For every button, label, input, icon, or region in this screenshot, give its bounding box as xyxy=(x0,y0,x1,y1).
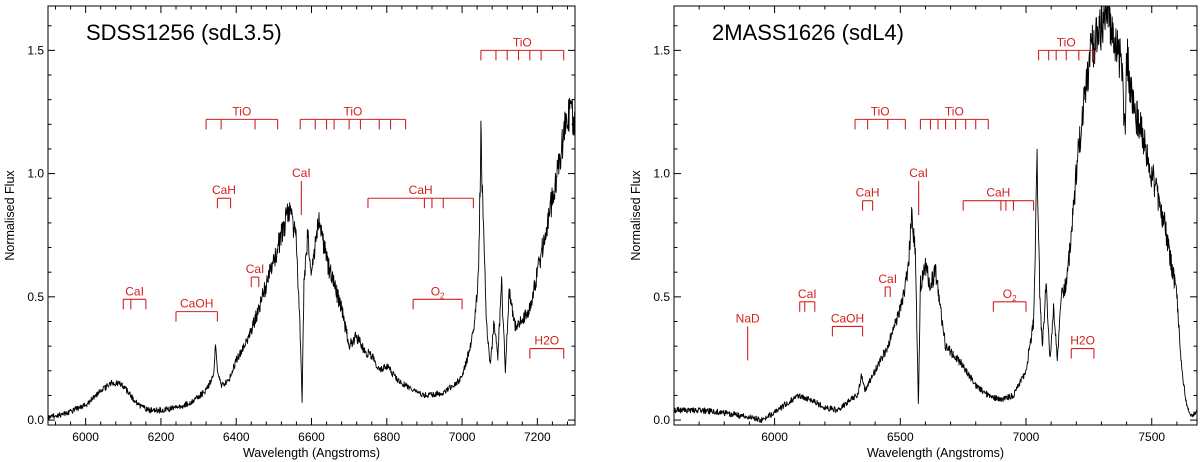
feature-marker: CaI xyxy=(292,166,311,215)
x-tick-label: 6600 xyxy=(298,430,325,444)
feature-marker: O2 xyxy=(412,284,463,310)
x-tick-label: 7000 xyxy=(1013,430,1040,444)
panel-sdss1256: SDSS1256 (sdL3.5) Wavelength (Angstroms)… xyxy=(3,5,576,460)
x-tick-label: 7200 xyxy=(524,430,551,444)
feature-label: CaI xyxy=(292,166,311,180)
feature-label: CaH xyxy=(856,186,880,200)
feature-marker: TiO xyxy=(854,104,906,130)
feature-label: O2 xyxy=(1003,287,1017,303)
x-tick-label: 6800 xyxy=(373,430,400,444)
feature-marker: CaI xyxy=(122,284,147,310)
feature-label: H2O xyxy=(1070,334,1095,348)
feature-marker: CaI xyxy=(798,287,817,312)
plot-frame xyxy=(673,5,1198,426)
feature-label: CaOH xyxy=(180,297,213,311)
feature-label: CaI xyxy=(878,272,897,286)
x-tick-label: 6500 xyxy=(887,430,914,444)
x-axis-label: Wavelength (Angstroms) xyxy=(243,446,380,460)
feature-label: CaH xyxy=(212,183,236,197)
feature-label: TiO xyxy=(945,104,964,118)
panel-title: SDSS1256 (sdL3.5) xyxy=(86,20,282,45)
feature-label: NaD xyxy=(736,311,760,325)
feature-marker: CaH xyxy=(856,186,880,211)
feature-marker: CaH xyxy=(367,183,474,209)
feature-marker: NaD xyxy=(736,311,760,361)
feature-marker: TiO xyxy=(919,104,989,130)
feature-marker: CaI xyxy=(878,272,897,297)
y-axis-label: Normalised Flux xyxy=(629,170,643,261)
feature-marker: H2O xyxy=(529,334,565,359)
y-tick-label: 0.0 xyxy=(27,413,44,427)
feature-marker: TiO xyxy=(480,35,565,61)
feature-marker: TiO xyxy=(1038,35,1095,61)
y-axis-label: Normalised Flux xyxy=(3,170,17,261)
feature-marker: CaOH xyxy=(175,297,218,322)
feature-label: CaI xyxy=(246,262,265,276)
feature-marker: CaI xyxy=(246,262,265,288)
x-tick-label: 6000 xyxy=(72,430,99,444)
feature-label: CaI xyxy=(125,284,144,298)
y-tick-label: 1.5 xyxy=(653,43,670,57)
y-tick-label: 1.5 xyxy=(27,43,44,57)
x-tick-label: 7500 xyxy=(1138,430,1165,444)
feature-label: CaH xyxy=(409,183,433,197)
panel-2mass1626: 2MASS1626 (sdL4) Wavelength (Angstroms) … xyxy=(629,5,1198,460)
feature-label: TiO xyxy=(343,104,362,118)
spectrum-line xyxy=(48,97,575,420)
feature-label: TiO xyxy=(513,35,532,49)
feature-label: CaOH xyxy=(831,311,864,325)
feature-marker: O2 xyxy=(992,287,1027,312)
spectrum-line xyxy=(674,6,1197,424)
feature-marker: CaH xyxy=(212,183,236,209)
feature-label: TiO xyxy=(1057,35,1076,49)
feature-marker: TiO xyxy=(205,104,279,130)
y-tick-label: 0.0 xyxy=(653,413,670,427)
x-axis-label: Wavelength (Angstroms) xyxy=(867,446,1004,460)
feature-marker: CaOH xyxy=(831,311,864,337)
y-tick-label: 0.5 xyxy=(27,290,44,304)
feature-label: TiO xyxy=(232,104,251,118)
y-tick-label: 1.0 xyxy=(653,167,670,181)
x-tick-label: 6400 xyxy=(223,430,250,444)
feature-marker: CaI xyxy=(909,166,928,215)
feature-marker: CaH xyxy=(962,186,1035,211)
feature-marker: TiO xyxy=(299,104,407,130)
feature-label: TiO xyxy=(871,104,890,118)
x-tick-label: 7000 xyxy=(449,430,476,444)
feature-label: CaI xyxy=(909,166,928,180)
feature-marker: H2O xyxy=(1070,334,1095,359)
feature-label: CaI xyxy=(798,287,817,301)
panel-title: 2MASS1626 (sdL4) xyxy=(712,20,904,45)
y-tick-label: 0.5 xyxy=(653,290,670,304)
y-tick-label: 1.0 xyxy=(27,167,44,181)
feature-label: H2O xyxy=(534,334,559,348)
plot-frame xyxy=(47,5,576,426)
feature-label: CaH xyxy=(986,186,1010,200)
x-tick-label: 6000 xyxy=(761,430,788,444)
x-tick-label: 6200 xyxy=(148,430,175,444)
feature-label: O2 xyxy=(431,284,445,300)
